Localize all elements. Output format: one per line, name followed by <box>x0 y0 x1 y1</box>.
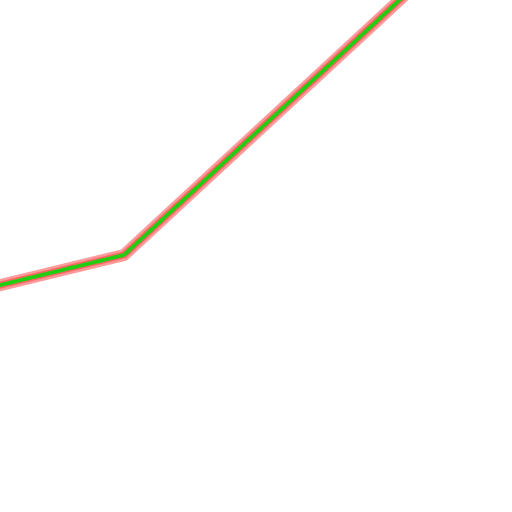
series-layer <box>0 0 409 292</box>
series-1-dashed-line <box>0 0 403 288</box>
